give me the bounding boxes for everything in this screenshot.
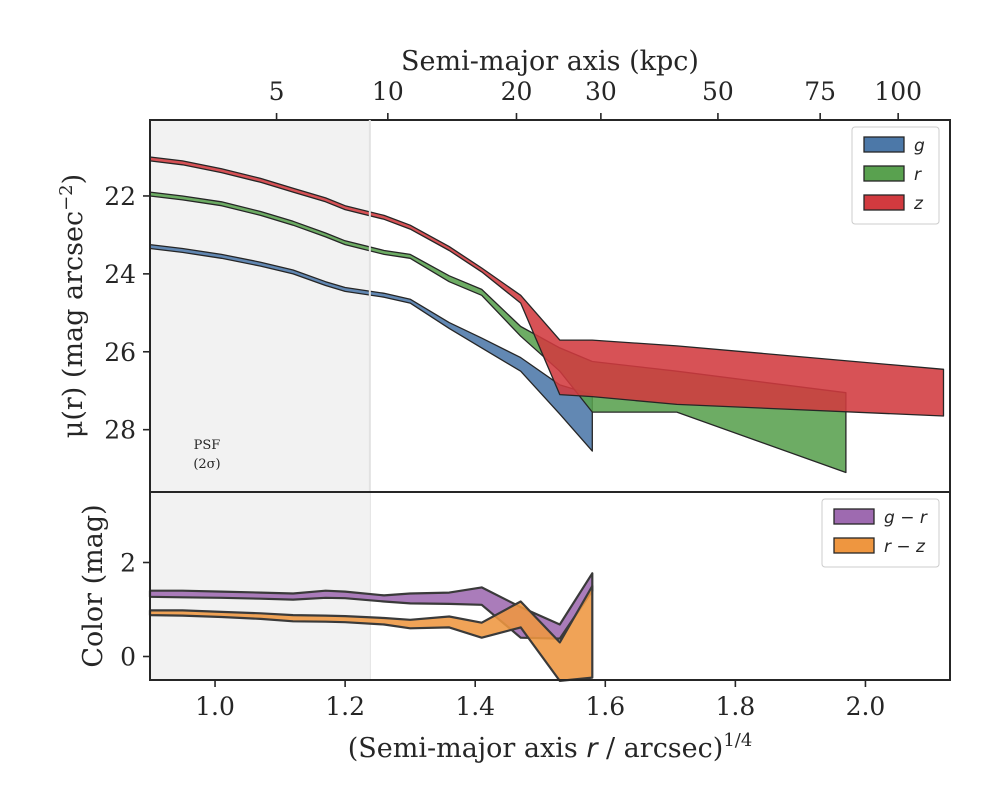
top-x-tick-label: 50 bbox=[702, 77, 734, 106]
legend-swatch-r-minus-z bbox=[833, 537, 875, 554]
xlabel-mid: / arcsec) bbox=[597, 733, 723, 764]
y-tick-label: 22 bbox=[104, 182, 136, 211]
legend-swatch-g-minus-r bbox=[833, 508, 875, 525]
bottom-y-ticks: 02 bbox=[120, 549, 150, 672]
x-axis-label: (Semi-major axis r / arcsec)1/4 bbox=[348, 730, 753, 764]
surface-brightness-bands bbox=[149, 156, 945, 474]
x-tick-label: 1.4 bbox=[455, 692, 495, 721]
psf-label-sigma: (2σ) bbox=[193, 457, 220, 472]
top-x-tick-label: 5 bbox=[269, 77, 285, 106]
color-y-tick-label: 0 bbox=[120, 643, 136, 672]
psf-shaded-region-color bbox=[150, 492, 370, 680]
legend-label-z: z bbox=[913, 194, 924, 214]
y-tick-label: 24 bbox=[104, 260, 136, 289]
ylabel-mu: μ(r) (mag arcsec bbox=[58, 211, 89, 438]
x-tick-label: 1.6 bbox=[585, 692, 625, 721]
band-r-minus-z bbox=[148, 584, 594, 682]
legend-label-g-minus-r: g − r bbox=[884, 508, 928, 528]
color-y-tick-label: 2 bbox=[120, 549, 136, 578]
ylabel-exponent: −2 bbox=[56, 184, 77, 211]
xlabel-prefix: (Semi-major axis bbox=[348, 733, 587, 764]
bottom-x-ticks: 1.0 1.2 1.4 1.6 1.8 2.0 bbox=[195, 680, 885, 721]
top-x-ticks-kpc: 5 10 20 30 50 75 100 bbox=[269, 77, 922, 120]
y-tick-label: 26 bbox=[104, 338, 136, 367]
band-z bbox=[149, 156, 945, 417]
x-tick-label: 2.0 bbox=[846, 692, 886, 721]
x-tick-label: 1.8 bbox=[715, 692, 755, 721]
top-x-tick-label: 10 bbox=[372, 77, 404, 106]
x-tick-label: 1.0 bbox=[195, 692, 235, 721]
legend-label-r: r bbox=[914, 165, 922, 185]
x-tick-label: 1.2 bbox=[325, 692, 365, 721]
top-x-tick-label: 100 bbox=[874, 77, 922, 106]
color-y-axis-label: Color (mag) bbox=[78, 504, 109, 667]
top-x-tick-label: 30 bbox=[585, 77, 617, 106]
top-x-tick-label: 75 bbox=[804, 77, 836, 106]
ylabel-suffix: ) bbox=[58, 174, 89, 185]
legend-label-g: g bbox=[914, 136, 925, 156]
color-bands bbox=[148, 572, 594, 682]
top-y-axis-label: μ(r) (mag arcsec−2) bbox=[56, 174, 89, 438]
top-y-ticks: 22 24 26 28 bbox=[104, 182, 150, 445]
xlabel-variable: r bbox=[586, 733, 599, 764]
band-g bbox=[149, 243, 593, 452]
legend-swatch-r bbox=[863, 165, 905, 182]
color-panel: 02 1.0 1.2 1.4 1.6 1.8 2.0 Color (mag) (Semi-… bbox=[78, 491, 951, 764]
legend-swatch-z bbox=[863, 194, 905, 211]
psf-label: PSF bbox=[194, 438, 221, 453]
y-tick-label: 28 bbox=[104, 416, 136, 445]
bottom-panel-frame bbox=[149, 491, 951, 681]
psf-shaded-region bbox=[150, 120, 370, 492]
xlabel-exponent: 1/4 bbox=[723, 730, 752, 751]
top-legend: grz bbox=[851, 126, 940, 225]
bottom-legend: g − r r − z bbox=[821, 498, 940, 568]
legend-label-r-minus-z: r − z bbox=[884, 537, 926, 557]
top-x-tick-label: 20 bbox=[501, 77, 533, 106]
top-axis-title: Semi-major axis (kpc) bbox=[401, 46, 699, 77]
legend-swatch-g bbox=[863, 136, 905, 153]
